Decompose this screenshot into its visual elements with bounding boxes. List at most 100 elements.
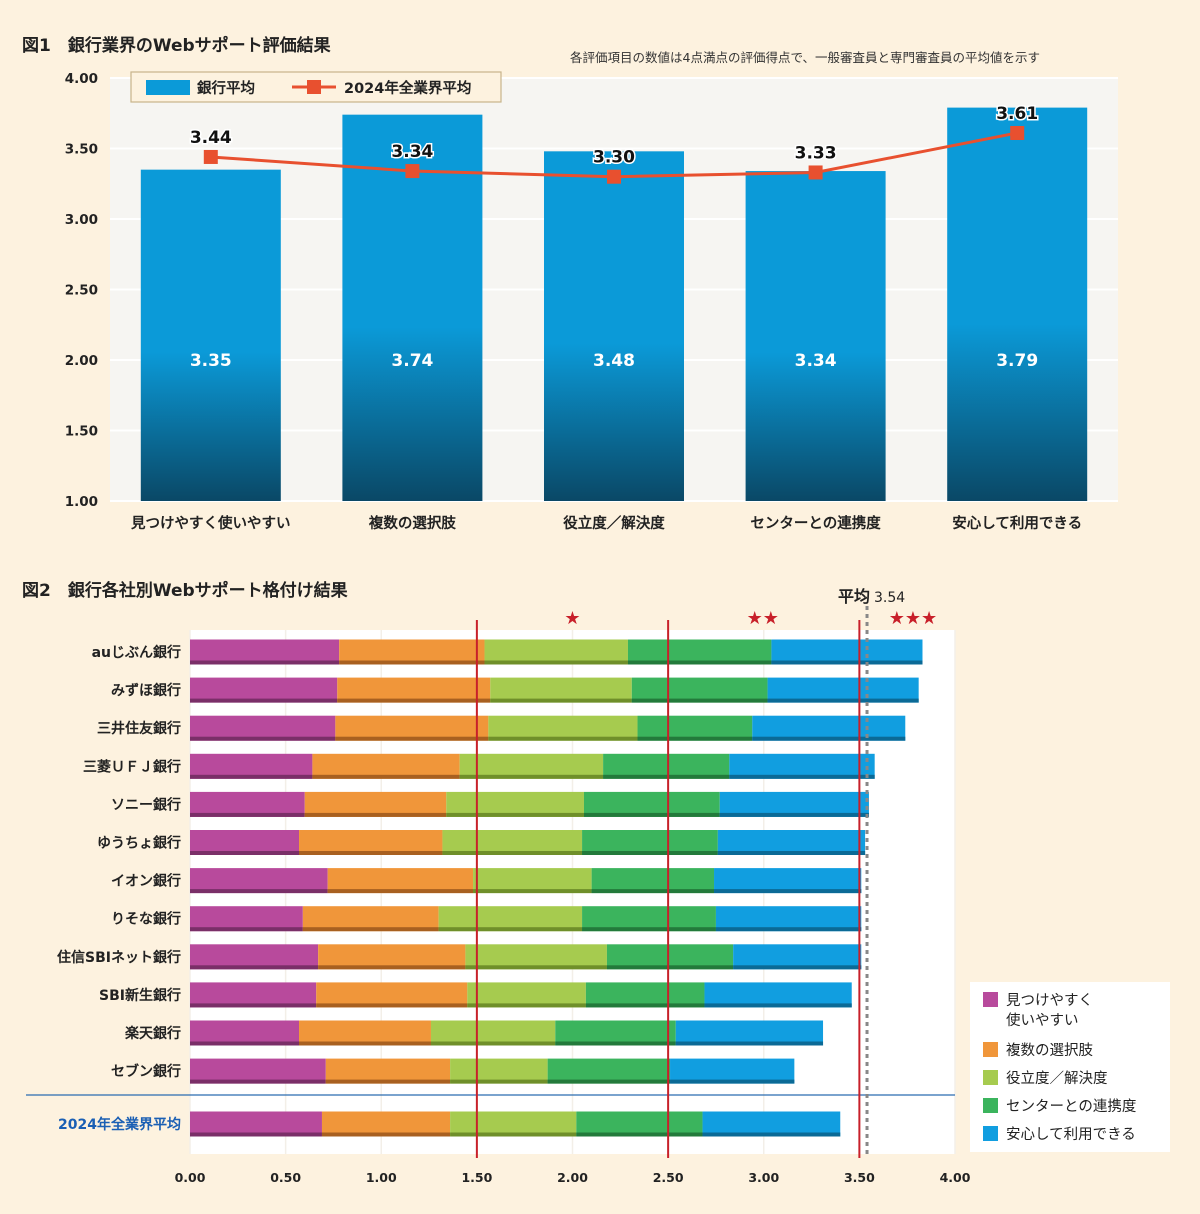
bar-segment — [321, 1111, 451, 1137]
bar-segment-shadow — [467, 1003, 586, 1008]
row-label: セブン銀行 — [111, 1063, 181, 1080]
line-marker — [607, 169, 621, 184]
bar-segment — [190, 1020, 300, 1046]
bar-segment-shadow — [603, 774, 730, 779]
bar-segment-shadow — [459, 774, 604, 779]
bar-segment — [715, 906, 862, 932]
bar-segment — [190, 791, 305, 817]
bar-segment — [430, 1020, 556, 1046]
x-tick-label: 4.00 — [940, 1170, 971, 1185]
legend-swatch — [983, 1098, 998, 1113]
bar-segment-shadow — [715, 927, 862, 932]
bar-segment-shadow — [190, 851, 300, 855]
bar-segment — [603, 753, 730, 779]
bar-segment-shadow — [585, 1003, 705, 1008]
x-tick-label: 3.00 — [748, 1170, 779, 1185]
figure1-title: 図1 銀行業界のWebサポート評価結果 — [22, 36, 331, 56]
bar-segment-shadow — [430, 1041, 556, 1046]
bar-segment-shadow — [488, 736, 638, 741]
bar-segment-shadow — [702, 1132, 841, 1137]
bar-segment — [304, 791, 447, 817]
legend-label: 安心して利用できる — [1006, 1126, 1136, 1143]
bar-value-label: 3.48 — [593, 351, 635, 371]
bar-segment — [335, 715, 489, 741]
bar-segment-shadow — [190, 1041, 300, 1046]
x-tick-label: 2.00 — [557, 1170, 588, 1185]
bar-segment — [325, 1058, 451, 1084]
row-label: 三菱ＵＦＪ銀行 — [83, 758, 181, 775]
bar-segment-shadow — [484, 660, 628, 665]
figure1-chart: 1.00 1.50 2.00 2.50 3.00 3.50 4.00 3.35 3.74 3.4… — [65, 71, 1118, 532]
bar-segment-shadow — [670, 1079, 795, 1084]
bar-segment — [190, 1111, 322, 1137]
bar — [342, 114, 483, 501]
x-category-label: 役立度／解決度 — [563, 514, 665, 532]
bar-segment — [438, 906, 583, 932]
line-marker — [808, 165, 823, 180]
legend-swatch — [983, 1042, 998, 1057]
legend-swatch — [983, 1126, 998, 1141]
bar-segment-shadow — [327, 889, 474, 894]
line-marker — [203, 149, 218, 164]
legend-label: 見つけやすく — [1006, 992, 1093, 1009]
bar-segment-shadow — [733, 965, 862, 970]
rating-stars: ★★★ — [889, 608, 937, 629]
x-tick-label: 3.50 — [844, 1170, 875, 1185]
bar-segment — [446, 791, 584, 817]
bar-segment — [583, 791, 720, 817]
bar-segment — [316, 982, 468, 1008]
legend-label: センターとの連携度 — [1006, 1098, 1136, 1115]
row-label: 住信SBIネット銀行 — [57, 949, 181, 966]
bar-segment — [702, 1111, 841, 1137]
line-value-label: 3.34 — [391, 142, 433, 162]
x-tick-label: 1.50 — [461, 1170, 492, 1185]
bar-segment-shadow — [321, 1132, 451, 1137]
bar-segment-shadow — [335, 736, 489, 741]
bar-segment-shadow — [299, 1041, 431, 1046]
bar-segment — [473, 868, 592, 894]
bar-segment — [591, 868, 715, 894]
line-value-label: 3.30 — [593, 148, 635, 168]
bar-segment — [299, 1020, 431, 1046]
legend-label-line2: 使いやすい — [1006, 1012, 1079, 1029]
bar-segment-shadow — [446, 812, 584, 817]
bar-segment — [719, 791, 869, 817]
legend-box — [970, 982, 1170, 1152]
bar-segment-shadow — [606, 965, 734, 970]
bar-segment — [729, 753, 875, 779]
bar-segment — [190, 639, 340, 665]
bar-segment-shadow — [582, 851, 718, 855]
legend-swatch — [983, 992, 998, 1007]
line-marker — [1010, 125, 1025, 140]
bar-segment — [190, 906, 303, 932]
bar-segment — [190, 1058, 326, 1084]
bar-segment — [190, 677, 338, 703]
bar-value-label: 3.34 — [795, 351, 837, 371]
bar-segment — [484, 639, 628, 665]
legend-bar-swatch — [146, 80, 190, 95]
bar-segment — [585, 982, 705, 1008]
bar-segment — [547, 1058, 671, 1084]
bar-segment-shadow — [442, 851, 583, 855]
bar-segment — [627, 639, 772, 665]
rating-stars: ★ — [564, 608, 580, 629]
bar-segment-shadow — [190, 736, 336, 741]
bar-value-label: 3.74 — [391, 351, 433, 371]
bar-segment — [299, 830, 443, 855]
bar-segment — [704, 982, 852, 1008]
bar-segment-shadow — [637, 736, 753, 741]
bar — [745, 171, 886, 501]
bar-segment — [717, 830, 866, 855]
bar-segment — [606, 944, 734, 970]
bar-segment-shadow — [450, 1079, 548, 1084]
bar-segment-shadow — [190, 965, 319, 970]
legend-line-label: 2024年全業界平均 — [344, 79, 471, 97]
bar-segment — [459, 753, 604, 779]
row-label: ソニー銀行 — [111, 796, 181, 813]
bar-segment — [339, 639, 485, 665]
row-label: SBI新生銀行 — [99, 987, 181, 1004]
bar-segment — [327, 868, 474, 894]
bar-segment — [631, 677, 768, 703]
bar-segment-shadow — [717, 851, 866, 855]
legend-bar-label: 銀行平均 — [197, 79, 255, 97]
